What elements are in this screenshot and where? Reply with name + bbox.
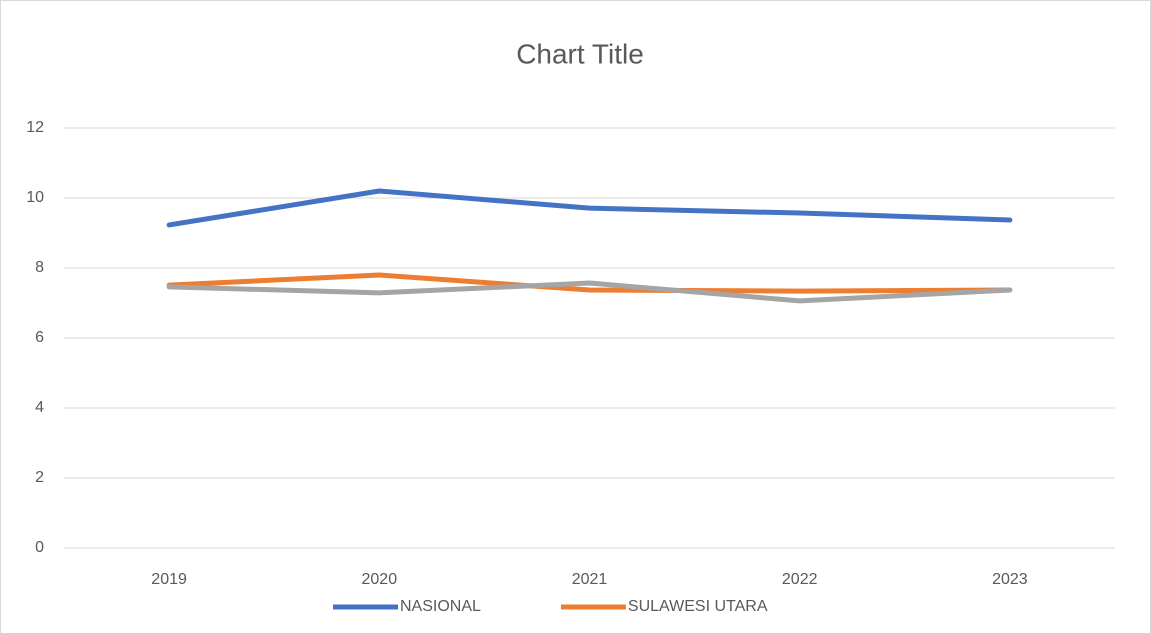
y-tick-label: 0 — [35, 539, 44, 556]
x-tick-label: 2020 — [362, 571, 398, 588]
x-tick-label: 2021 — [572, 571, 608, 588]
y-tick-label: 4 — [35, 399, 44, 416]
series-line — [166, 188, 1013, 228]
y-tick-label: 10 — [26, 189, 44, 206]
x-tick-label: 2023 — [992, 571, 1028, 588]
y-tick-label: 8 — [35, 259, 44, 276]
y-tick-label: 6 — [35, 329, 44, 346]
legend-label: SULAWESI UTARA — [628, 598, 768, 615]
series-line — [166, 272, 1013, 294]
y-tick-label: 12 — [26, 119, 44, 136]
x-tick-label: 2019 — [151, 571, 187, 588]
chart-title: Chart Title — [516, 38, 644, 69]
legend-label: NASIONAL — [400, 598, 481, 615]
y-tick-label: 2 — [35, 469, 44, 486]
x-tick-label: 2022 — [782, 571, 818, 588]
series-line — [166, 280, 1013, 304]
